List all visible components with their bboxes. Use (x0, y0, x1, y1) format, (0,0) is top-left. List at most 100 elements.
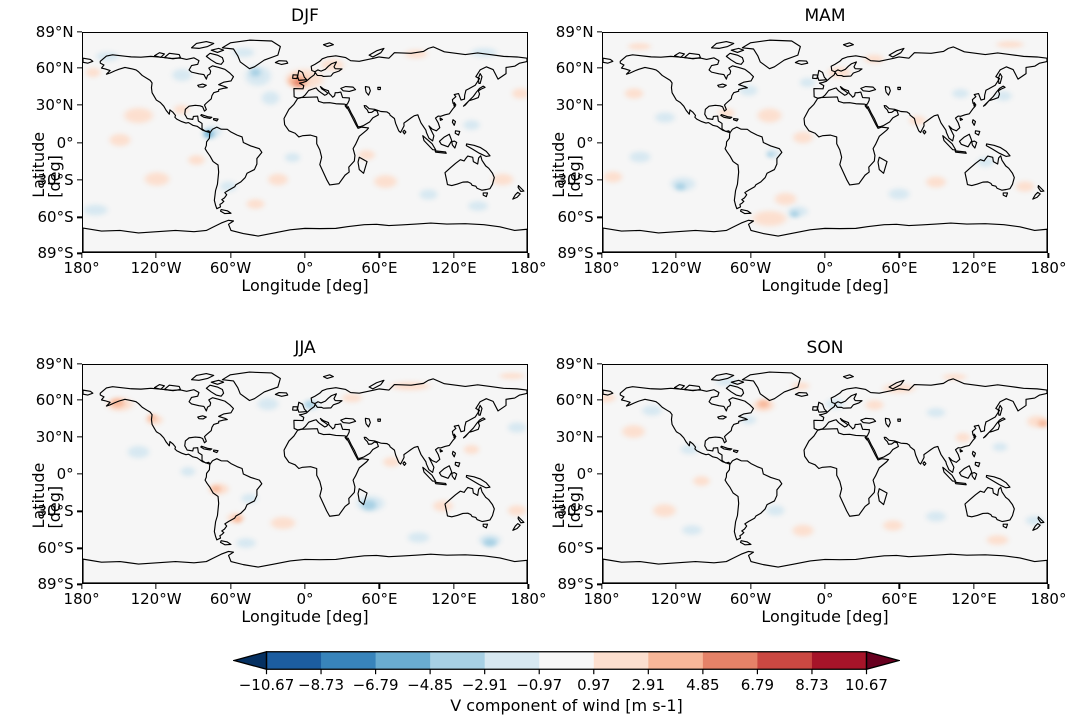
x-tick-label: 60°E (881, 259, 918, 278)
panel-title-mam: MAM (804, 6, 846, 26)
anomaly-blob (229, 514, 245, 525)
y-axis-label: Latitude [deg] (29, 462, 64, 529)
y-tick-mark (77, 216, 82, 218)
x-tick-mark (1047, 253, 1050, 258)
anomaly-blob (121, 442, 156, 462)
x-tick-mark (675, 253, 677, 258)
anomaly-blob (366, 171, 404, 193)
y-tick-label: 60°S (37, 539, 74, 558)
map-panel-jja: JJA Latitude [deg] Longitude [deg] 180° 1… (29, 338, 546, 626)
anomaly-blob (83, 200, 116, 220)
colorbar-segments (266, 651, 868, 670)
anomaly-blob (301, 398, 318, 410)
map-plot-area (603, 365, 1047, 583)
x-axis-label: Longitude [deg] (241, 276, 369, 295)
anomaly-blob (733, 82, 764, 100)
y-tick-label: 89°S (557, 244, 594, 263)
y-tick-mark (597, 30, 602, 33)
y-tick-mark (77, 436, 82, 438)
colorbar-tick-label: −6.79 (352, 676, 399, 694)
x-tick-mark (527, 584, 530, 589)
x-axis-label: Longitude [deg] (761, 276, 889, 295)
anomaly-blob (137, 168, 177, 191)
x-tick-mark (229, 253, 232, 258)
anomaly-blob (674, 441, 705, 458)
x-tick-label: 60°E (361, 259, 398, 278)
panel-title-djf: DJF (291, 6, 319, 26)
colorbar-tick-label: 6.79 (740, 676, 775, 694)
anomaly-blob (947, 85, 975, 101)
y-tick-mark (597, 398, 602, 401)
anomaly-blob (401, 529, 436, 547)
y-tick-mark (77, 473, 82, 475)
y-tick-mark (77, 67, 82, 69)
anomaly-blob (754, 398, 773, 411)
x-tick-label: 120°W (650, 259, 702, 278)
anomaly-blob (760, 502, 791, 520)
anomaly-blob (621, 40, 659, 53)
anomaly-blob (280, 149, 305, 165)
panel-title-jja: JJA (294, 338, 316, 358)
colorbar-tick-label: −10.67 (238, 676, 295, 694)
x-tick-mark (155, 253, 157, 258)
x-tick-label: 0° (296, 259, 314, 278)
x-tick-mark (304, 584, 306, 589)
anomaly-blob (255, 87, 286, 110)
map-panel-son: SON Latitude [deg] Longitude [deg] 180° 1… (549, 338, 1066, 626)
anomaly-blob (502, 502, 527, 520)
anomaly-blob (226, 45, 261, 61)
y-tick-mark (77, 30, 82, 33)
anomaly-blob (263, 512, 303, 534)
colorbar-outline (265, 651, 868, 670)
x-tick-mark (749, 253, 752, 258)
anomaly-blob (377, 453, 405, 470)
anomaly-blob (427, 496, 460, 516)
anomaly-blob (457, 117, 486, 134)
anomaly-blob (688, 473, 716, 490)
y-tick-mark (77, 583, 82, 586)
x-tick-mark (824, 584, 826, 589)
x-tick-label: 180° (583, 259, 620, 278)
anomaly-blob (785, 521, 821, 540)
anomaly-blob (89, 48, 127, 64)
x-tick-label: 180° (1030, 259, 1067, 278)
y-tick-mark (597, 547, 602, 550)
colorbar-tick-label: 8.73 (795, 676, 829, 694)
anomaly-blob (786, 128, 819, 147)
y-tick-mark (77, 398, 82, 401)
x-tick-mark (229, 584, 232, 589)
anomaly-blob (247, 65, 265, 80)
anomaly-blob (980, 532, 1015, 549)
colorbar: −10.67 −8.73 −6.79 −4.85 −2.91 −0.97 0.97 2.91 4… (233, 651, 900, 715)
anomaly-blob (413, 185, 444, 203)
colorbar-tick-label: 4.85 (686, 676, 720, 694)
x-tick-label: 60°W (729, 259, 772, 278)
anomaly-blob (182, 151, 211, 168)
anomaly-blob (175, 464, 201, 479)
x-tick-label: 60°E (361, 590, 398, 609)
x-tick-mark (600, 584, 603, 589)
x-tick-mark (824, 253, 826, 258)
x-tick-mark (453, 253, 455, 258)
anomaly-blob (335, 390, 368, 406)
anomaly-blob (169, 101, 194, 117)
anomaly-blob (648, 109, 681, 127)
x-tick-mark (749, 584, 752, 589)
y-tick-label: 89°N (555, 354, 594, 373)
y-tick-label: 60°S (557, 208, 594, 227)
coastline-map (603, 371, 1047, 583)
y-tick-mark (597, 473, 602, 475)
contour-anomaly-layer (83, 33, 527, 252)
x-tick-label: 120°E (431, 259, 477, 278)
x-tick-label: 120°W (130, 259, 182, 278)
anomaly-blob (485, 169, 520, 190)
y-tick-mark (597, 179, 602, 181)
anomaly-blob (492, 371, 527, 381)
anomaly-blob (876, 516, 909, 534)
anomaly-blob (1010, 178, 1040, 196)
y-tick-label: 60°N (555, 58, 594, 77)
x-tick-mark (80, 584, 83, 589)
x-tick-mark (80, 253, 83, 258)
y-tick-mark (77, 179, 82, 181)
